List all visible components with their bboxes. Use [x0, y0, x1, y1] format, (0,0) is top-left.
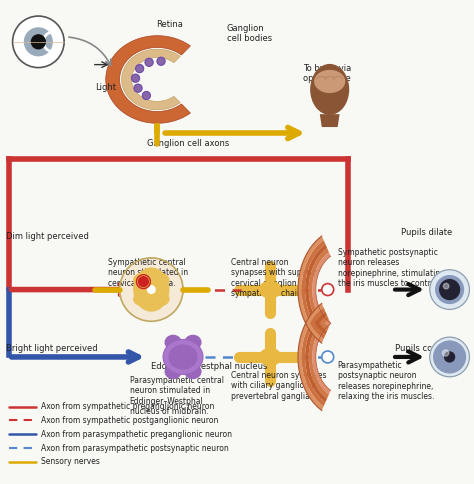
Circle shape	[434, 341, 465, 373]
Text: Axon from parasympathetic postsynaptic neuron: Axon from parasympathetic postsynaptic n…	[41, 444, 229, 453]
Ellipse shape	[260, 349, 280, 364]
Text: Light: Light	[95, 83, 116, 92]
Text: Dim light perceived: Dim light perceived	[6, 232, 89, 241]
Text: Sympathetic central
neuron stimulated in
cervical vertebra.: Sympathetic central neuron stimulated in…	[108, 258, 188, 287]
Circle shape	[136, 65, 144, 73]
Circle shape	[322, 351, 334, 363]
Circle shape	[442, 350, 449, 356]
Text: Central neuron synapses
with ciliary ganglion of
prevertebral ganglia.: Central neuron synapses with ciliary gan…	[231, 371, 326, 401]
Text: Axon from sympathetic preganglionic neuron: Axon from sympathetic preganglionic neur…	[41, 402, 215, 411]
Ellipse shape	[165, 364, 181, 378]
Circle shape	[145, 59, 153, 66]
Text: Eddinger–Westphal nucleus: Eddinger–Westphal nucleus	[151, 362, 268, 371]
Ellipse shape	[260, 281, 281, 298]
Polygon shape	[298, 303, 324, 410]
Polygon shape	[122, 49, 180, 110]
Ellipse shape	[134, 274, 151, 287]
Polygon shape	[312, 252, 331, 327]
Circle shape	[147, 286, 155, 293]
Text: Parasympathetic central
neuron stimulated in
Eddinger–Westphal
nucleus of midbra: Parasympathetic central neuron stimulate…	[129, 376, 224, 416]
Ellipse shape	[165, 335, 181, 349]
Text: Ganglion
cell bodies: Ganglion cell bodies	[227, 24, 272, 44]
Text: Central neuron
synapses with superior
cervical ganglion of
sympathetic chain.: Central neuron synapses with superior ce…	[231, 258, 319, 298]
Ellipse shape	[134, 293, 151, 305]
Polygon shape	[298, 236, 324, 343]
Text: Axon from sympathetic postganglionic neuron: Axon from sympathetic postganglionic neu…	[41, 416, 219, 425]
Ellipse shape	[185, 335, 201, 349]
Circle shape	[430, 270, 469, 309]
Circle shape	[322, 284, 334, 296]
Circle shape	[119, 258, 183, 321]
Circle shape	[134, 84, 142, 92]
Ellipse shape	[152, 274, 169, 287]
Circle shape	[440, 280, 459, 300]
Polygon shape	[309, 248, 329, 331]
Ellipse shape	[311, 64, 348, 114]
Ellipse shape	[152, 293, 169, 305]
Circle shape	[445, 352, 455, 362]
Circle shape	[430, 337, 469, 377]
Text: Pupils constrict: Pupils constrict	[395, 344, 459, 353]
Polygon shape	[305, 244, 327, 335]
Ellipse shape	[163, 340, 203, 374]
Polygon shape	[106, 36, 191, 123]
Text: Sensory nerves: Sensory nerves	[41, 457, 100, 467]
Ellipse shape	[134, 268, 169, 311]
Ellipse shape	[315, 71, 345, 92]
Text: Ganglion cell axons: Ganglion cell axons	[147, 139, 229, 148]
Polygon shape	[312, 319, 331, 394]
Circle shape	[142, 91, 150, 100]
Text: Parasympathetic
postsynaptic neuron
releases norepinephrine,
relaxing the iris m: Parasympathetic postsynaptic neuron rele…	[337, 361, 434, 401]
Ellipse shape	[169, 345, 197, 369]
Ellipse shape	[164, 341, 202, 373]
Polygon shape	[309, 316, 329, 398]
Circle shape	[157, 57, 165, 65]
Circle shape	[13, 16, 64, 68]
Text: Bright light perceived: Bright light perceived	[6, 344, 97, 353]
Circle shape	[436, 276, 464, 303]
Circle shape	[25, 28, 52, 56]
Text: Retina: Retina	[156, 20, 182, 29]
Circle shape	[31, 35, 46, 49]
Polygon shape	[320, 114, 339, 127]
Text: Axon from parasympathetic preganglionic neuron: Axon from parasympathetic preganglionic …	[41, 430, 232, 439]
Ellipse shape	[260, 348, 281, 365]
Text: Sympathetic postsynaptic
neuron releases
norepinephrine, stimulating
the iris mu: Sympathetic postsynaptic neuron releases…	[337, 248, 445, 288]
Text: Pupils dilate: Pupils dilate	[401, 228, 453, 237]
Ellipse shape	[260, 282, 280, 297]
Polygon shape	[301, 307, 325, 407]
Ellipse shape	[185, 364, 201, 378]
Polygon shape	[301, 240, 325, 339]
Polygon shape	[305, 311, 327, 403]
Circle shape	[132, 74, 139, 82]
Text: To brain via
optic nerve: To brain via optic nerve	[303, 63, 351, 83]
Circle shape	[443, 283, 449, 289]
Circle shape	[138, 277, 148, 287]
